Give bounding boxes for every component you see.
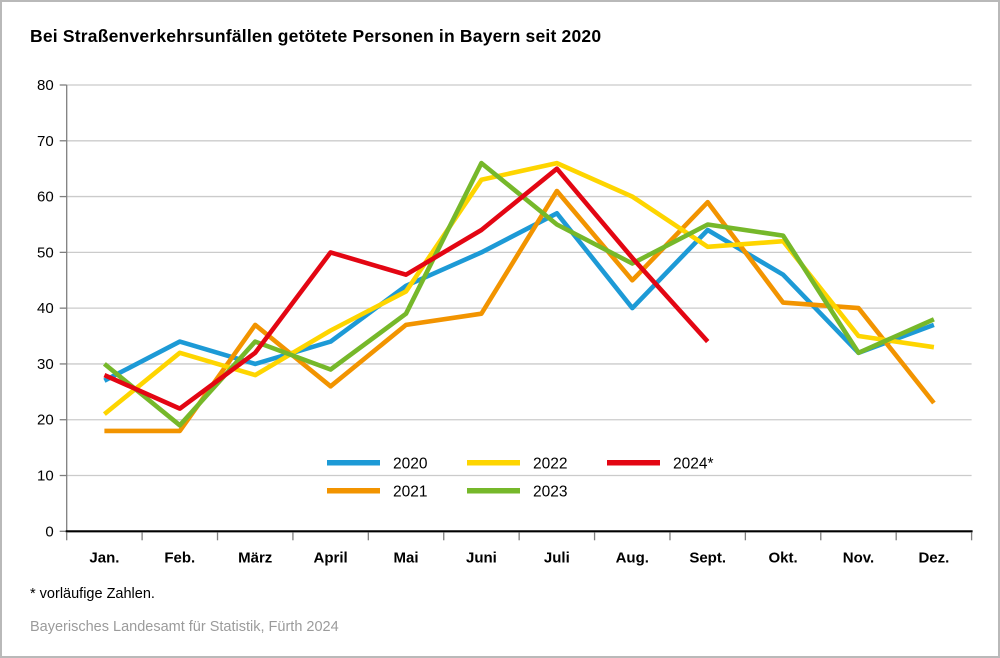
source-credit: Bayerisches Landesamt für Statistik, Für… — [30, 619, 339, 635]
legend-label-2024: 2024* — [673, 456, 714, 473]
y-axis-tick-label: 50 — [37, 244, 54, 261]
x-axis-month-label: Sept. — [689, 549, 726, 566]
y-axis-tick-label: 60 — [37, 189, 54, 206]
x-axis-month-label: Okt. — [768, 549, 797, 566]
legend-swatch-2023 — [467, 488, 520, 494]
y-axis-tick-label: 10 — [37, 468, 54, 485]
y-axis-tick-label: 0 — [45, 523, 53, 540]
x-axis-month-label: März — [238, 549, 272, 566]
series-line-2024 — [103, 166, 710, 411]
series-line-2021 — [104, 188, 936, 434]
legend-label-2021: 2021 — [393, 484, 427, 501]
x-axis-month-label: Aug. — [616, 549, 649, 566]
legend-label-2023: 2023 — [533, 484, 567, 501]
x-axis-month-label: Juni — [466, 549, 497, 566]
y-axis-tick-label: 70 — [37, 133, 54, 150]
y-axis-tick-label: 30 — [37, 356, 54, 373]
legend-swatch-2022 — [467, 460, 520, 466]
x-axis-month-label: Mai — [394, 549, 419, 566]
legend-label-2020: 2020 — [393, 456, 428, 473]
series-line-2023 — [102, 160, 935, 428]
y-axis-tick-label: 40 — [37, 300, 54, 317]
x-axis-month-label: Dez. — [918, 549, 949, 566]
series-line-2020 — [103, 211, 935, 383]
x-axis-month-label: Nov. — [843, 549, 874, 566]
legend-label-2022: 2022 — [533, 456, 567, 473]
x-axis-month-label: Juli — [544, 549, 570, 566]
footnote: * vorläufige Zahlen. — [30, 586, 155, 602]
x-axis-month-label: Feb. — [164, 549, 195, 566]
x-axis-month-label: Jan. — [89, 549, 119, 566]
x-axis-month-label: April — [314, 549, 348, 566]
legend-swatch-2020 — [327, 460, 380, 466]
y-axis-tick-label: 80 — [37, 77, 54, 94]
legend-swatch-2024 — [607, 460, 660, 466]
legend-swatch-2021 — [327, 488, 380, 494]
y-axis-tick-label: 20 — [37, 412, 54, 429]
page-title: Bei Straßenverkehrsunfällen getötete Per… — [30, 26, 602, 46]
